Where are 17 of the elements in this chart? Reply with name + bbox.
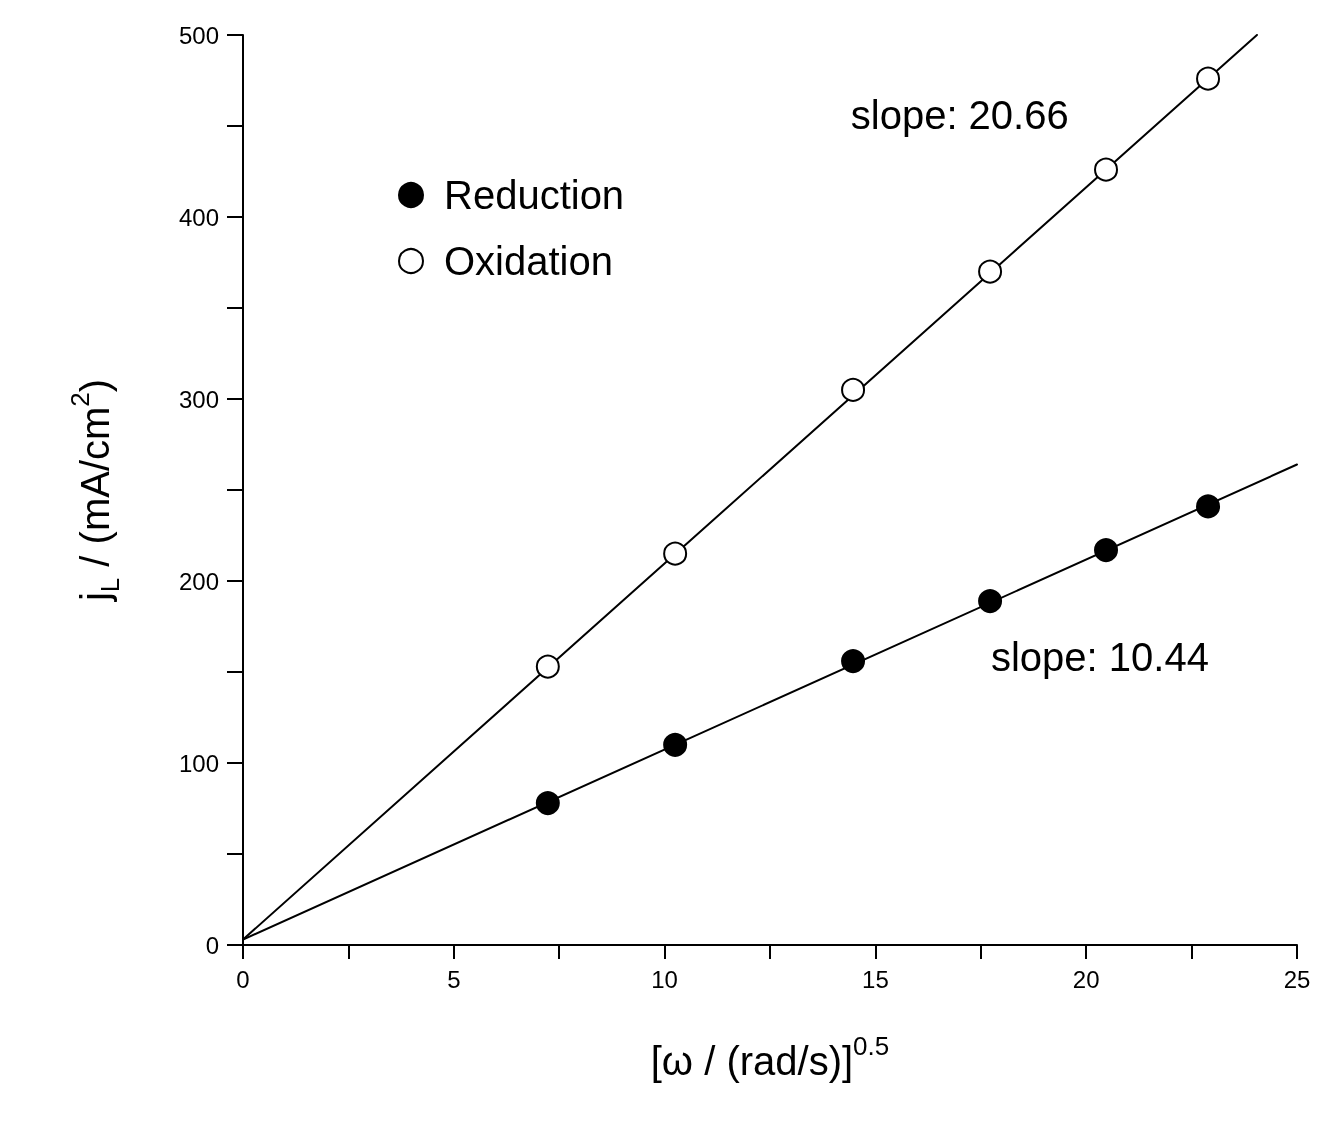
legend-label: Reduction [444, 173, 625, 217]
y-tick-label: 200 [178, 567, 219, 595]
x-tick-label: 25 [1283, 965, 1311, 993]
y-axis-title: jL / (mA/cm2) [65, 378, 125, 603]
annotation: slope: 10.44 [990, 635, 1209, 680]
x-tick-label: 0 [236, 965, 250, 993]
y-tick-label: 500 [178, 21, 219, 49]
y-tick-label: 300 [178, 385, 219, 413]
x-tick-label: 10 [651, 965, 678, 993]
annotation: slope: 20.66 [850, 93, 1069, 138]
x-tick-label: 20 [1072, 965, 1100, 993]
x-tick-label: 15 [862, 965, 889, 993]
y-tick-label: 0 [205, 931, 219, 959]
y-tick-label: 100 [178, 749, 219, 777]
x-tick-label: 5 [447, 965, 461, 993]
legend-label: Oxidation [444, 239, 613, 283]
y-tick-label: 400 [178, 203, 219, 231]
